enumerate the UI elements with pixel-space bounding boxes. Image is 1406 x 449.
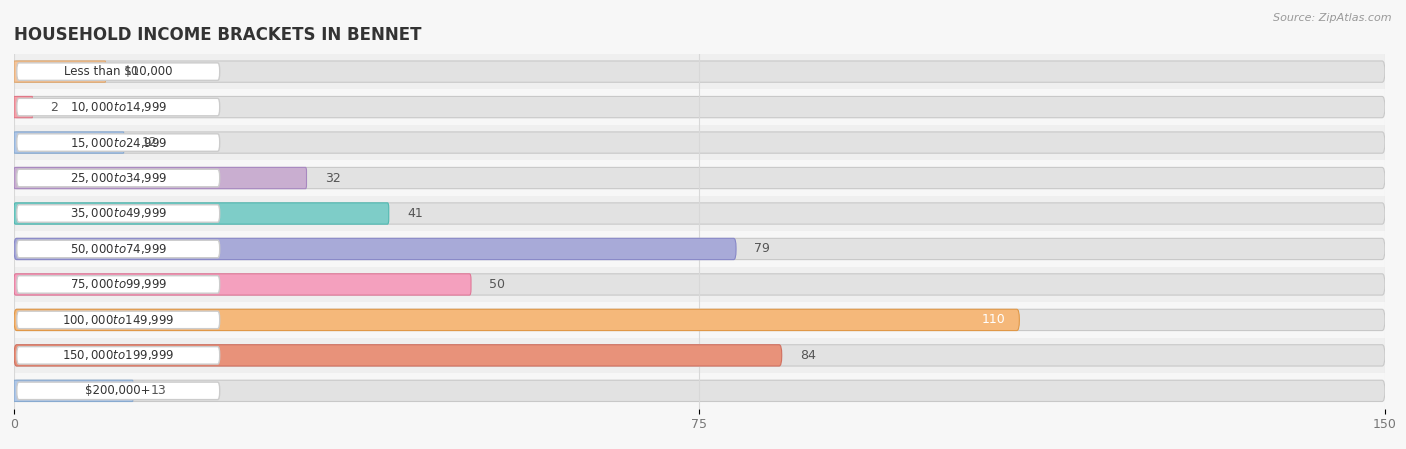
- Bar: [14, 373, 1385, 409]
- FancyBboxPatch shape: [14, 380, 134, 401]
- FancyBboxPatch shape: [14, 274, 471, 295]
- FancyBboxPatch shape: [14, 203, 1385, 224]
- Text: 84: 84: [800, 349, 815, 362]
- Text: 13: 13: [152, 384, 167, 397]
- FancyBboxPatch shape: [14, 132, 1385, 153]
- FancyBboxPatch shape: [17, 169, 219, 187]
- Text: $15,000 to $24,999: $15,000 to $24,999: [69, 136, 167, 150]
- Bar: [14, 302, 1385, 338]
- Text: $50,000 to $74,999: $50,000 to $74,999: [69, 242, 167, 256]
- FancyBboxPatch shape: [17, 98, 219, 116]
- Text: $150,000 to $199,999: $150,000 to $199,999: [62, 348, 174, 362]
- FancyBboxPatch shape: [14, 97, 1385, 118]
- Bar: [14, 160, 1385, 196]
- Text: 10: 10: [124, 65, 139, 78]
- FancyBboxPatch shape: [14, 61, 1385, 82]
- Text: 110: 110: [981, 313, 1005, 326]
- FancyBboxPatch shape: [17, 311, 219, 329]
- Text: $10,000 to $14,999: $10,000 to $14,999: [69, 100, 167, 114]
- FancyBboxPatch shape: [14, 309, 1019, 330]
- FancyBboxPatch shape: [17, 134, 219, 151]
- FancyBboxPatch shape: [14, 61, 105, 82]
- Text: $35,000 to $49,999: $35,000 to $49,999: [69, 207, 167, 220]
- FancyBboxPatch shape: [14, 203, 389, 224]
- Text: $25,000 to $34,999: $25,000 to $34,999: [69, 171, 167, 185]
- Text: 12: 12: [142, 136, 157, 149]
- FancyBboxPatch shape: [17, 347, 219, 364]
- Text: 79: 79: [755, 242, 770, 255]
- Bar: [14, 89, 1385, 125]
- FancyBboxPatch shape: [14, 167, 1385, 189]
- FancyBboxPatch shape: [14, 345, 782, 366]
- Text: $75,000 to $99,999: $75,000 to $99,999: [69, 277, 167, 291]
- FancyBboxPatch shape: [17, 63, 219, 80]
- Text: $100,000 to $149,999: $100,000 to $149,999: [62, 313, 174, 327]
- FancyBboxPatch shape: [14, 167, 307, 189]
- Bar: [14, 231, 1385, 267]
- Text: 2: 2: [51, 101, 59, 114]
- FancyBboxPatch shape: [17, 205, 219, 222]
- Bar: [14, 125, 1385, 160]
- Bar: [14, 338, 1385, 373]
- FancyBboxPatch shape: [17, 240, 219, 258]
- Text: Source: ZipAtlas.com: Source: ZipAtlas.com: [1274, 13, 1392, 23]
- Text: $200,000+: $200,000+: [86, 384, 150, 397]
- Bar: [14, 196, 1385, 231]
- FancyBboxPatch shape: [14, 97, 32, 118]
- FancyBboxPatch shape: [14, 274, 1385, 295]
- FancyBboxPatch shape: [14, 309, 1385, 330]
- FancyBboxPatch shape: [14, 238, 737, 260]
- Bar: [14, 54, 1385, 89]
- FancyBboxPatch shape: [17, 382, 219, 400]
- FancyBboxPatch shape: [14, 380, 1385, 401]
- FancyBboxPatch shape: [14, 238, 1385, 260]
- FancyBboxPatch shape: [17, 276, 219, 293]
- Text: 41: 41: [408, 207, 423, 220]
- Text: HOUSEHOLD INCOME BRACKETS IN BENNET: HOUSEHOLD INCOME BRACKETS IN BENNET: [14, 26, 422, 44]
- Text: Less than $10,000: Less than $10,000: [65, 65, 173, 78]
- Text: 32: 32: [325, 172, 340, 185]
- Text: 50: 50: [489, 278, 505, 291]
- FancyBboxPatch shape: [14, 132, 124, 153]
- FancyBboxPatch shape: [14, 345, 1385, 366]
- Bar: [14, 267, 1385, 302]
